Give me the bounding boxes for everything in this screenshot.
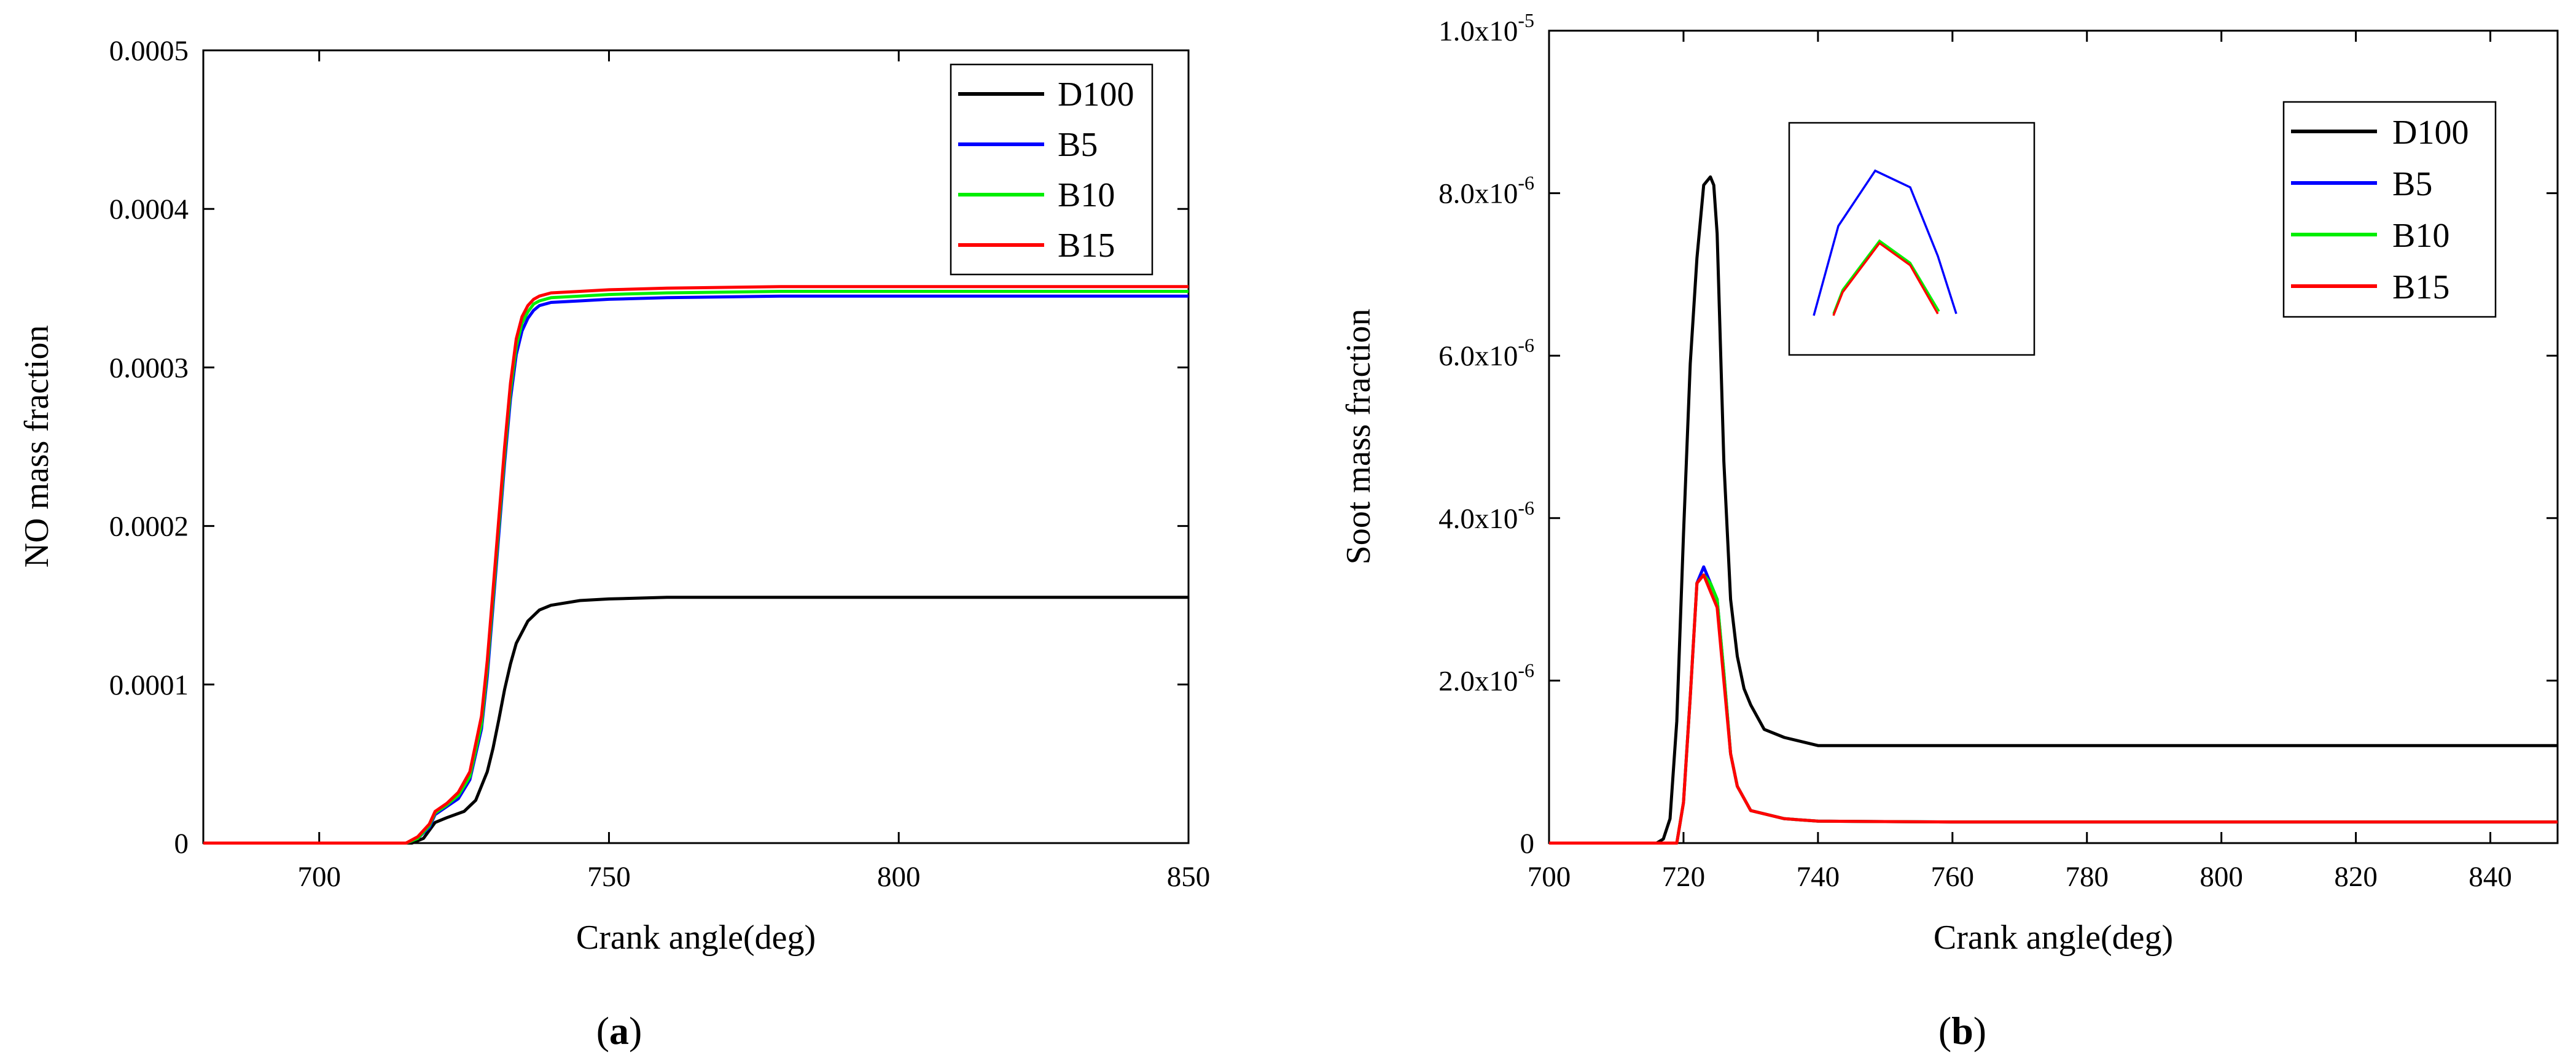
x-tick-label: 700 [1528,861,1571,893]
y-tick-label: 4.0x10-6 [1438,497,1534,535]
legend-box [950,63,1153,276]
legend: D100 B5 B10 B15 [2282,101,2497,318]
y-tick-label: 6.0x10-6 [1438,334,1534,372]
y-axis-title: Soot mass fraction [1340,309,1378,565]
series-line-d100 [203,596,1188,845]
x-tick-label: 800 [877,861,921,893]
legend-label-b5: B5 [2392,165,2432,203]
legend-label-d100: D100 [1058,76,1134,114]
legend-label-b10: B10 [1058,176,1115,214]
x-tick-label: 760 [1931,861,1975,893]
y-tick-label: 0.0003 [109,352,189,384]
plot-frame [202,49,1190,844]
x-tick-label: 720 [1662,861,1706,893]
y-tick-label: 0 [1520,828,1535,860]
y-tick-label: 0.0004 [109,193,189,225]
x-tick-label: 840 [2469,861,2512,893]
inset-curve-b5 [1813,169,1957,316]
legend-label-b5: B5 [1058,126,1098,164]
y-tick-label: 2.0x10-6 [1438,659,1534,697]
x-tick-label: 800 [2199,861,2243,893]
series-line-b15 [203,285,1188,845]
y-tick-label: 0.0001 [109,669,189,701]
x-axis-title: Crank angle(deg) [1934,919,2173,957]
panel-a-no-mass-fraction-chart: 700 750 800 850 0 0.0001 0.0002 0.0003 0.0004 0.0… [18,35,1210,1052]
y-tick-label: 0.0005 [109,35,189,67]
series-line-d100 [1549,175,2558,845]
y-tick-label: 0 [174,828,189,860]
series-line-b5 [203,294,1188,845]
series-line-b5 [1549,565,2558,845]
plot-frame [1548,29,2559,844]
y-tick-label: 8.0x10-6 [1438,172,1534,210]
x-tick-label: 740 [1797,861,1840,893]
legend: D100 B5 B10 B15 [950,63,1153,276]
series-line-b10 [1549,573,2558,845]
x-tick-label: 750 [587,861,631,893]
panel-label-a: (a) [596,1009,642,1052]
legend-label-b15: B15 [2392,268,2449,306]
panel-label-b: (b) [1938,1009,1986,1052]
inset-zoom [1788,122,2035,356]
x-tick-label: 820 [2334,861,2378,893]
legend-label-b10: B10 [2392,217,2449,255]
x-tick-label: 700 [297,861,341,893]
inset-curve-b15 [1832,241,1939,316]
y-tick-label: 1.0x10-5 [1438,9,1534,47]
inset-box [1788,122,2035,356]
panel-b-soot-mass-fraction-chart: 700 720 740 760 780 800 820 840 0 2.0x10-6 4.0x10-… [1340,9,2559,1052]
y-axis-title: NO mass fraction [18,325,56,567]
series-line-b10 [203,290,1188,845]
y-tick-label: 0.0002 [109,511,189,543]
legend-label-b15: B15 [1058,227,1115,265]
legend-box [2282,101,2497,318]
x-axis-title: Crank angle(deg) [576,919,816,957]
series-line-b15 [1549,573,2558,845]
legend-label-d100: D100 [2392,114,2469,152]
x-tick-label: 780 [2065,861,2109,893]
x-tick-label: 850 [1167,861,1211,893]
